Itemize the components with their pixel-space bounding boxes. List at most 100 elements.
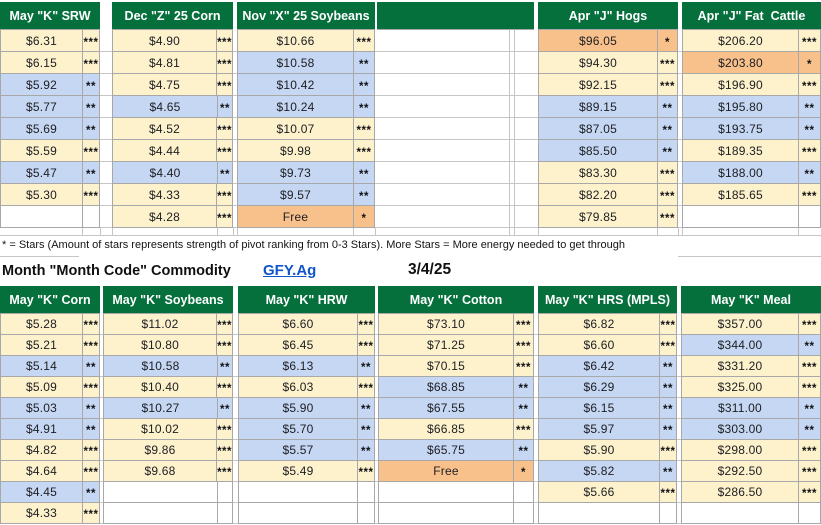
stars-cell[interactable]: ***	[799, 140, 821, 161]
stars-cell[interactable]	[358, 503, 375, 523]
price-cell[interactable]: $5.90	[239, 398, 358, 418]
price-cell[interactable]	[104, 503, 218, 523]
price-cell[interactable]	[239, 482, 358, 502]
stars-cell[interactable]: **	[660, 419, 677, 439]
stars-cell[interactable]: ***	[358, 335, 375, 355]
stars-cell[interactable]: ***	[217, 30, 233, 51]
price-cell[interactable]: $79.85	[539, 206, 658, 227]
price-cell[interactable]: $9.57	[238, 184, 354, 205]
price-cell[interactable]: $5.49	[239, 461, 358, 481]
price-cell[interactable]: $195.80	[683, 96, 799, 117]
price-cell[interactable]: $193.75	[683, 118, 799, 139]
price-cell[interactable]: $5.21	[1, 335, 83, 355]
price-cell[interactable]: $344.00	[682, 335, 799, 355]
price-cell[interactable]: $9.98	[238, 140, 354, 161]
stars-cell[interactable]: ***	[514, 356, 534, 376]
column-header-may-k-srw[interactable]: May "K" SRW	[0, 2, 100, 30]
price-cell[interactable]: $71.25	[379, 335, 514, 355]
stars-cell[interactable]: ***	[658, 74, 678, 95]
stars-cell[interactable]: ***	[799, 461, 821, 481]
price-cell[interactable]: Free	[379, 461, 514, 481]
stars-cell[interactable]: **	[354, 96, 375, 117]
price-cell[interactable]: $188.00	[683, 162, 799, 183]
price-cell[interactable]: $4.75	[113, 74, 218, 95]
stars-cell[interactable]	[514, 503, 534, 523]
stars-cell[interactable]	[83, 206, 100, 227]
stars-cell[interactable]: ***	[217, 118, 233, 139]
price-cell[interactable]: $189.35	[683, 140, 799, 161]
price-cell[interactable]: $286.50	[682, 482, 799, 502]
price-cell[interactable]: $203.80	[683, 52, 799, 73]
price-cell[interactable]: $5.90	[539, 440, 660, 460]
stars-cell[interactable]	[799, 503, 821, 523]
stars-cell[interactable]: **	[799, 398, 821, 418]
price-cell[interactable]: $6.45	[239, 335, 358, 355]
stars-cell[interactable]: ***	[799, 377, 821, 397]
price-cell[interactable]: $4.28	[113, 206, 218, 227]
stars-cell[interactable]: ***	[799, 30, 821, 51]
stars-cell[interactable]: ***	[514, 335, 534, 355]
stars-cell[interactable]: **	[354, 52, 375, 73]
price-cell[interactable]: $94.30	[539, 52, 658, 73]
price-cell[interactable]: $66.85	[379, 419, 514, 439]
stars-cell[interactable]: **	[218, 356, 233, 376]
price-cell[interactable]: $85.50	[539, 140, 658, 161]
price-cell[interactable]: $10.40	[104, 377, 218, 397]
stars-cell[interactable]: ***	[83, 140, 100, 161]
price-cell[interactable]: $68.85	[379, 377, 514, 397]
stars-cell[interactable]: **	[83, 398, 100, 418]
stars-cell[interactable]: **	[514, 398, 534, 418]
price-cell[interactable]: $6.03	[239, 377, 358, 397]
price-cell[interactable]: $325.00	[682, 377, 799, 397]
price-cell[interactable]: $5.47	[1, 162, 83, 183]
price-cell[interactable]: $5.69	[1, 118, 83, 139]
price-cell[interactable]: $292.50	[682, 461, 799, 481]
column-header-nov-x-25-soybeans[interactable]: Nov "X" 25 Soybeans	[237, 2, 375, 30]
column-header-may-k-meal[interactable]: May "K" Meal	[681, 286, 821, 314]
price-cell[interactable]: $10.27	[104, 398, 218, 418]
stars-cell[interactable]: ***	[83, 335, 100, 355]
price-cell[interactable]: $4.45	[1, 482, 83, 502]
stars-cell[interactable]: ***	[799, 314, 821, 334]
stars-cell[interactable]: ***	[217, 206, 233, 227]
stars-cell[interactable]: **	[218, 162, 233, 183]
stars-cell[interactable]: **	[83, 74, 100, 95]
stars-cell[interactable]: **	[799, 419, 821, 439]
stars-cell[interactable]: ***	[354, 30, 375, 51]
price-cell[interactable]	[682, 503, 799, 523]
price-cell[interactable]: $6.31	[1, 30, 83, 51]
price-cell[interactable]: $96.05	[539, 30, 658, 51]
price-cell[interactable]: $4.40	[113, 162, 218, 183]
price-cell[interactable]: $5.66	[539, 482, 660, 502]
price-cell[interactable]: $6.82	[539, 314, 660, 334]
stars-cell[interactable]: ***	[514, 314, 534, 334]
stars-cell[interactable]: *	[514, 461, 534, 481]
price-cell[interactable]: $65.75	[379, 440, 514, 460]
column-header-dec-z-25-corn[interactable]: Dec "Z" 25 Corn	[112, 2, 233, 30]
stars-cell[interactable]: *	[658, 30, 678, 51]
stars-cell[interactable]: **	[218, 96, 233, 117]
price-cell[interactable]: $206.20	[683, 30, 799, 51]
stars-cell[interactable]: **	[83, 482, 100, 502]
price-cell[interactable]: $5.70	[239, 419, 358, 439]
stars-cell[interactable]: **	[358, 419, 375, 439]
stars-cell[interactable]: ***	[217, 440, 233, 460]
stars-cell[interactable]: *	[354, 206, 375, 227]
price-cell[interactable]: $5.92	[1, 74, 83, 95]
stars-cell[interactable]: ***	[354, 118, 375, 139]
stars-cell[interactable]	[218, 503, 233, 523]
stars-cell[interactable]: ***	[83, 503, 100, 523]
price-cell[interactable]	[104, 482, 218, 502]
stars-cell[interactable]: ***	[83, 440, 100, 460]
stars-cell[interactable]: ***	[358, 314, 375, 334]
price-cell[interactable]: $10.42	[238, 74, 354, 95]
stars-cell[interactable]: ***	[799, 440, 821, 460]
stars-cell[interactable]: **	[358, 440, 375, 460]
stars-cell[interactable]: ***	[799, 184, 821, 205]
price-cell[interactable]	[379, 503, 514, 523]
price-cell[interactable]: $331.20	[682, 356, 799, 376]
price-cell[interactable]: $5.57	[239, 440, 358, 460]
column-header-may-k-hrw[interactable]: May "K" HRW	[238, 286, 375, 314]
stars-cell[interactable]: ***	[217, 184, 233, 205]
stars-cell[interactable]: ***	[799, 482, 821, 502]
